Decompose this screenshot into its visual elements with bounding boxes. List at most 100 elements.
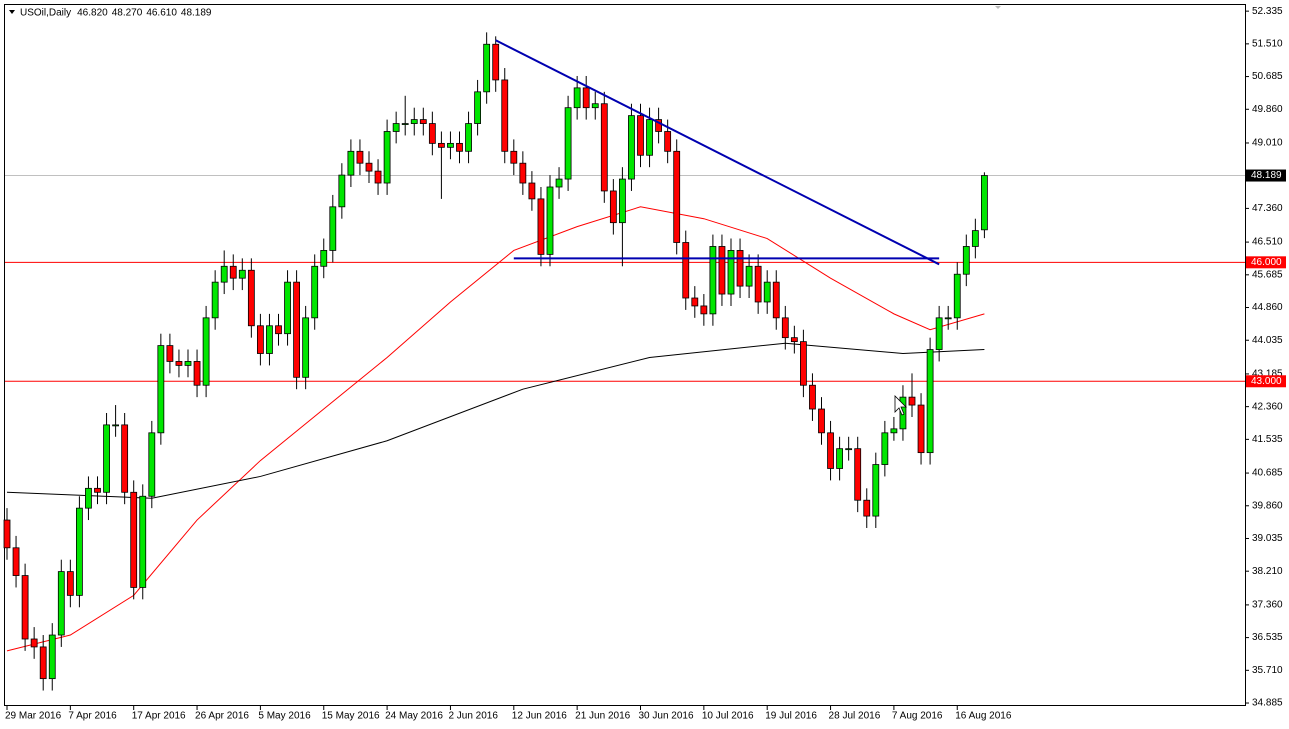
- candle-body: [836, 448, 843, 469]
- y-tick-label: 52.335: [1252, 6, 1283, 17]
- candle-body: [347, 150, 355, 176]
- candle-body: [474, 91, 482, 124]
- candle-body: [284, 281, 291, 335]
- candle-body: [953, 273, 961, 319]
- candle-body: [881, 432, 889, 465]
- candle-body: [121, 424, 129, 493]
- mouse-cursor: [894, 395, 907, 416]
- candle-body: [827, 432, 834, 469]
- candle-body: [211, 281, 219, 319]
- candle-body: [374, 170, 382, 184]
- candle-body: [193, 361, 201, 386]
- y-tick-label: 49.010: [1252, 138, 1283, 149]
- candle-body: [419, 119, 427, 124]
- candle-body: [655, 119, 662, 132]
- candle-body: [682, 242, 690, 299]
- candle-body: [48, 634, 56, 680]
- candle-body: [800, 341, 807, 386]
- candle-body: [962, 246, 970, 275]
- y-tick-label: 50.685: [1252, 71, 1283, 82]
- header-value: 46.610: [146, 8, 177, 19]
- x-tick-label: 30 Jun 2016: [639, 711, 694, 722]
- candle-body: [890, 428, 898, 434]
- candle-body: [465, 123, 472, 152]
- x-tick-label: 17 Apr 2016: [132, 711, 186, 722]
- candle-body: [492, 43, 500, 81]
- y-tick-label: 35.710: [1252, 665, 1283, 676]
- candle-body: [664, 131, 672, 152]
- candle-body: [809, 384, 816, 410]
- candle-body: [238, 269, 246, 279]
- candle-body: [528, 182, 536, 200]
- candle-body: [736, 250, 744, 287]
- candle-body: [917, 404, 925, 454]
- candle-body: [863, 499, 871, 517]
- x-tick-label: 24 May 2016: [385, 711, 443, 722]
- candle-body: [709, 246, 717, 315]
- candle-body: [781, 317, 789, 339]
- candle-body: [673, 150, 681, 243]
- x-tick-label: 28 Jul 2016: [829, 711, 881, 722]
- y-tick-label: 49.860: [1252, 104, 1283, 115]
- candle-body: [537, 198, 545, 255]
- y-tick-label: 47.360: [1252, 203, 1283, 214]
- candle-body: [854, 448, 862, 501]
- candle-body: [754, 265, 762, 303]
- candle-body: [302, 317, 310, 378]
- y-tick-label: 37.360: [1252, 600, 1283, 611]
- candle-body: [220, 265, 228, 283]
- x-tick-label: 15 May 2016: [322, 711, 380, 722]
- candle-body: [76, 507, 83, 596]
- candle-body: [12, 547, 20, 576]
- candle-body: [21, 575, 29, 640]
- candle-body: [329, 206, 337, 251]
- candle-body: [637, 115, 644, 156]
- candle-body: [745, 265, 753, 287]
- header-value: 46.820: [77, 8, 108, 19]
- candle-body: [157, 345, 165, 434]
- candle-body: [818, 408, 825, 434]
- candle-body: [908, 396, 916, 406]
- candle-body: [691, 297, 699, 307]
- candle-body: [311, 265, 319, 319]
- candle-body: [790, 337, 798, 343]
- x-tick-label: 5 May 2016: [258, 711, 311, 722]
- candle-body: [944, 317, 952, 320]
- candle-body: [700, 305, 708, 315]
- candle-body: [456, 142, 463, 152]
- candle-body: [609, 190, 617, 224]
- x-tick-label: 7 Aug 2016: [892, 711, 943, 722]
- moving-average: [6, 342, 985, 499]
- candle-body: [130, 491, 138, 588]
- x-tick-label: 7 Apr 2016: [68, 711, 117, 722]
- shift-marker: [995, 6, 1001, 9]
- level-tag-label: 43.000: [1251, 376, 1282, 387]
- candle-body: [573, 87, 581, 109]
- y-tick-label: 36.535: [1252, 632, 1283, 643]
- x-tick-label: 12 Jun 2016: [512, 711, 567, 722]
- candle-body: [619, 178, 626, 224]
- candle-body: [247, 269, 255, 327]
- y-tick-label: 51.510: [1252, 38, 1283, 49]
- candle-body: [763, 281, 771, 303]
- current-price-label: 48.189: [1251, 170, 1282, 181]
- y-tick-label: 42.360: [1252, 401, 1283, 412]
- header-value: 48.189: [181, 8, 212, 19]
- level-tag-label: 46.000: [1251, 257, 1282, 268]
- trendline: [495, 39, 940, 266]
- level-tag: [1246, 375, 1286, 388]
- y-tick-label: 45.685: [1252, 269, 1283, 280]
- candle-body: [501, 79, 509, 152]
- y-tick-label: 38.210: [1252, 566, 1283, 577]
- candle-body: [148, 432, 156, 497]
- candle-body: [356, 150, 364, 164]
- candle-body: [392, 123, 400, 132]
- candle-body: [320, 250, 328, 267]
- y-tick-label: 43.185: [1252, 369, 1283, 380]
- header-value: 48.270: [112, 8, 143, 19]
- candle-body: [103, 424, 110, 493]
- x-tick-label: 21 Jun 2016: [575, 711, 630, 722]
- candle-body: [94, 487, 101, 493]
- candle-body: [981, 175, 988, 231]
- x-tick-label: 19 Jul 2016: [765, 711, 817, 722]
